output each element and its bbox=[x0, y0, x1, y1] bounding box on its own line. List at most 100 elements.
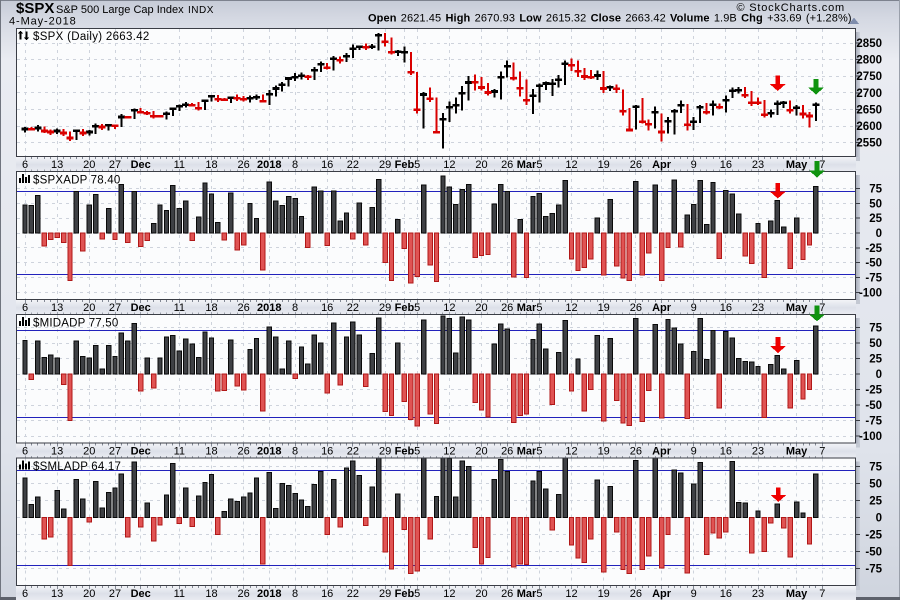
svg-text:-100: -100 bbox=[859, 287, 882, 299]
svg-text:Dec: Dec bbox=[131, 159, 151, 171]
svg-text:5: 5 bbox=[536, 159, 542, 171]
svg-text:May: May bbox=[786, 446, 808, 458]
svg-text:26: 26 bbox=[237, 302, 249, 314]
svg-text:-75: -75 bbox=[865, 564, 882, 576]
svg-text:Dec: Dec bbox=[131, 588, 151, 600]
svg-text:-25: -25 bbox=[865, 243, 882, 255]
svg-text:6: 6 bbox=[22, 159, 28, 171]
svg-text:5: 5 bbox=[414, 302, 420, 314]
svg-text:19: 19 bbox=[598, 446, 610, 458]
svg-text:20: 20 bbox=[475, 446, 487, 458]
svg-text:8: 8 bbox=[292, 446, 298, 458]
svg-text:16: 16 bbox=[720, 302, 732, 314]
svg-text:5: 5 bbox=[414, 159, 420, 171]
svg-text:2600: 2600 bbox=[856, 121, 882, 133]
svg-text:Feb: Feb bbox=[395, 302, 415, 314]
svg-text:20: 20 bbox=[83, 446, 95, 458]
svg-text:13: 13 bbox=[51, 302, 63, 314]
svg-text:23: 23 bbox=[752, 588, 764, 600]
svg-text:11: 11 bbox=[174, 302, 185, 314]
svg-text:23: 23 bbox=[752, 446, 764, 458]
svg-text:5: 5 bbox=[536, 446, 542, 458]
svg-text:2800: 2800 bbox=[856, 55, 882, 67]
svg-text:26: 26 bbox=[501, 159, 513, 171]
svg-text:Mar: Mar bbox=[517, 302, 537, 314]
svg-text:-75: -75 bbox=[865, 416, 882, 428]
svg-text:18: 18 bbox=[205, 159, 217, 171]
svg-text:Mar: Mar bbox=[517, 159, 537, 171]
svg-text:6: 6 bbox=[22, 302, 28, 314]
svg-text:2650: 2650 bbox=[856, 104, 882, 116]
svg-text:7: 7 bbox=[819, 446, 825, 458]
svg-text:$MIDADP 77.50: $MIDADP 77.50 bbox=[33, 318, 119, 330]
svg-text:26: 26 bbox=[630, 159, 642, 171]
svg-text:Feb: Feb bbox=[395, 588, 415, 600]
svg-text:2018: 2018 bbox=[257, 159, 281, 171]
svg-text:2700: 2700 bbox=[856, 88, 882, 100]
svg-text:12: 12 bbox=[565, 159, 577, 171]
svg-text:-25: -25 bbox=[865, 385, 882, 397]
svg-text:0: 0 bbox=[876, 513, 882, 525]
svg-text:50: 50 bbox=[869, 479, 882, 491]
svg-text:-25: -25 bbox=[865, 530, 882, 542]
svg-text:2018: 2018 bbox=[257, 588, 281, 600]
svg-text:25: 25 bbox=[869, 496, 882, 508]
svg-text:Apr: Apr bbox=[652, 302, 672, 314]
svg-text:50: 50 bbox=[869, 338, 882, 350]
svg-text:20: 20 bbox=[83, 302, 95, 314]
svg-text:27: 27 bbox=[109, 588, 121, 600]
svg-text:12: 12 bbox=[443, 446, 455, 458]
svg-text:S&P 500 Large Cap Index: S&P 500 Large Cap Index bbox=[56, 4, 184, 16]
svg-text:27: 27 bbox=[109, 302, 121, 314]
svg-text:May: May bbox=[786, 159, 808, 171]
svg-text:7: 7 bbox=[819, 588, 825, 600]
svg-text:© StockCharts.com: © StockCharts.com bbox=[736, 2, 845, 14]
svg-text:2018: 2018 bbox=[257, 302, 281, 314]
svg-text:9: 9 bbox=[691, 588, 697, 600]
svg-text:26: 26 bbox=[237, 159, 249, 171]
svg-text:$SPX: $SPX bbox=[16, 0, 54, 17]
svg-text:May: May bbox=[786, 588, 808, 600]
svg-text:Apr: Apr bbox=[652, 446, 672, 458]
svg-text:19: 19 bbox=[598, 159, 610, 171]
svg-text:26: 26 bbox=[630, 302, 642, 314]
svg-text:16: 16 bbox=[720, 588, 732, 600]
svg-text:26: 26 bbox=[630, 446, 642, 458]
svg-text:50: 50 bbox=[869, 198, 882, 210]
svg-text:Dec: Dec bbox=[131, 446, 151, 458]
svg-text:16: 16 bbox=[321, 159, 333, 171]
svg-text:75: 75 bbox=[869, 462, 882, 474]
svg-text:75: 75 bbox=[869, 323, 882, 335]
svg-text:12: 12 bbox=[443, 159, 455, 171]
svg-text:13: 13 bbox=[51, 446, 63, 458]
svg-text:-75: -75 bbox=[865, 273, 882, 285]
svg-text:$SMLADP 64.17: $SMLADP 64.17 bbox=[33, 461, 121, 473]
svg-text:2550: 2550 bbox=[856, 138, 882, 150]
svg-text:13: 13 bbox=[51, 159, 63, 171]
svg-text:25: 25 bbox=[869, 213, 882, 225]
svg-text:INDX: INDX bbox=[188, 5, 214, 16]
svg-text:16: 16 bbox=[720, 159, 732, 171]
svg-text:7: 7 bbox=[819, 302, 825, 314]
svg-text:Apr: Apr bbox=[652, 159, 672, 171]
svg-text:9: 9 bbox=[691, 446, 697, 458]
svg-text:Apr: Apr bbox=[652, 588, 672, 600]
svg-text:5: 5 bbox=[536, 588, 542, 600]
svg-text:20: 20 bbox=[83, 588, 95, 600]
svg-text:26: 26 bbox=[501, 588, 513, 600]
svg-text:5: 5 bbox=[414, 446, 420, 458]
svg-text:6: 6 bbox=[22, 588, 28, 600]
svg-text:8: 8 bbox=[292, 588, 298, 600]
svg-text:27: 27 bbox=[109, 446, 121, 458]
svg-text:8: 8 bbox=[292, 159, 298, 171]
svg-text:7: 7 bbox=[819, 159, 825, 171]
svg-text:12: 12 bbox=[565, 302, 577, 314]
svg-text:29: 29 bbox=[379, 302, 391, 314]
svg-text:$SPX (Daily) 2663.42: $SPX (Daily) 2663.42 bbox=[33, 31, 150, 43]
svg-text:Mar: Mar bbox=[517, 446, 537, 458]
svg-text:Open 2621.45 High 2670.93 Low: Open 2621.45 High 2670.93 Low 2615.32 Cl… bbox=[368, 13, 852, 25]
svg-text:12: 12 bbox=[565, 588, 577, 600]
svg-text:27: 27 bbox=[109, 159, 121, 171]
svg-text:2850: 2850 bbox=[856, 38, 882, 50]
svg-text:23: 23 bbox=[752, 302, 764, 314]
